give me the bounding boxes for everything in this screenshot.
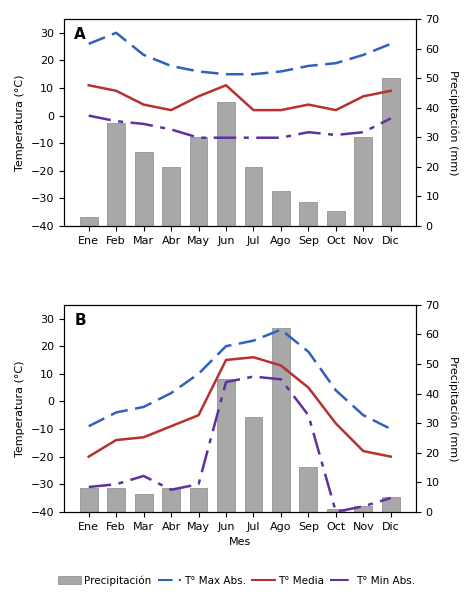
Bar [80, 488, 98, 512]
Bar [162, 167, 180, 226]
Text: A: A [74, 28, 86, 42]
Y-axis label: Temperatura (°C): Temperatura (°C) [15, 360, 25, 456]
Bar [327, 211, 345, 226]
Y-axis label: Precipitación (mm): Precipitación (mm) [448, 356, 459, 461]
Bar [245, 417, 263, 512]
Bar [190, 488, 208, 512]
Bar [272, 191, 290, 226]
Bar [327, 509, 345, 512]
Bar [80, 217, 98, 226]
Text: B: B [74, 313, 86, 328]
Bar [135, 494, 153, 512]
Bar [300, 468, 317, 512]
Bar [382, 78, 400, 226]
Bar [272, 328, 290, 512]
Bar [382, 497, 400, 512]
Legend: Precipitación, T° Max Abs., T° Media, T° Min Abs.: Precipitación, T° Max Abs., T° Media, T°… [54, 571, 420, 590]
Bar [355, 138, 372, 226]
Bar [217, 379, 235, 512]
Bar [107, 123, 125, 226]
X-axis label: Mes: Mes [228, 537, 251, 547]
Bar [245, 167, 263, 226]
Bar [162, 488, 180, 512]
Bar [217, 102, 235, 226]
Bar [107, 488, 125, 512]
Bar [300, 202, 317, 226]
Bar [355, 506, 372, 512]
Bar [190, 138, 208, 226]
Y-axis label: Precipitación (mm): Precipitación (mm) [448, 70, 459, 175]
Y-axis label: Temperatura (°C): Temperatura (°C) [15, 74, 25, 171]
Bar [135, 152, 153, 226]
